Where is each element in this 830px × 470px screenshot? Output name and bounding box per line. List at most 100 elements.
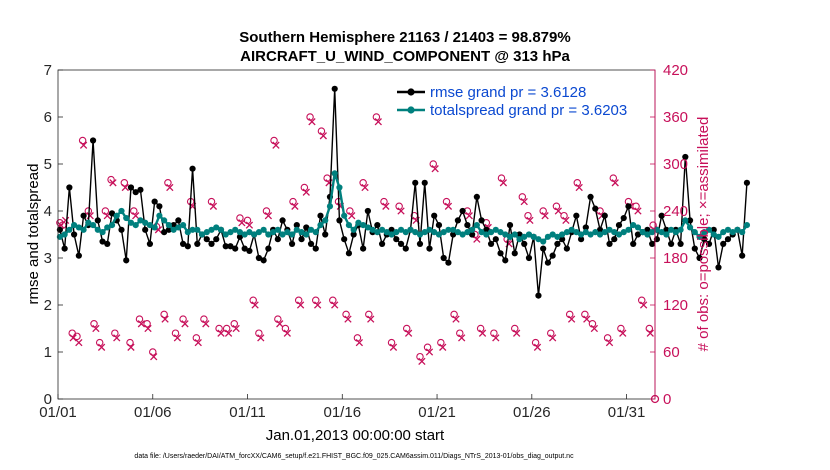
obs-assimilated-marker (217, 329, 225, 337)
obs-assimilated-marker (194, 338, 202, 347)
series-point-rmse (521, 240, 528, 247)
series-point-rmse (431, 212, 438, 219)
series-point-totalspread (682, 217, 689, 224)
series-point-rmse (445, 259, 452, 266)
series-point-totalspread (393, 229, 400, 236)
obs-possible-marker (107, 175, 115, 184)
series-point-totalspread (412, 229, 419, 236)
series-point-totalspread (89, 222, 97, 229)
series-point-rmse (80, 212, 87, 219)
obs-assimilated-marker (583, 315, 591, 323)
series-point-totalspread (198, 231, 206, 238)
obs-assimilated-marker (418, 357, 426, 366)
series-point-totalspread (378, 226, 386, 233)
series-point-totalspread (236, 229, 244, 236)
obs-assimilated-stroke (452, 315, 460, 323)
series-point-totalspread (364, 224, 371, 231)
series-point-rmse (208, 240, 215, 247)
obs-assimilated-marker (541, 212, 549, 220)
obs-assimilated-stroke (431, 165, 439, 173)
series-point-rmse (644, 226, 651, 233)
obs-assimilated-marker (161, 315, 169, 323)
series-point-totalspread (317, 222, 324, 229)
series-point-totalspread (265, 231, 272, 238)
series-point-rmse (402, 245, 409, 252)
obs-assimilated-marker (499, 179, 508, 187)
series-point-rmse (189, 165, 196, 172)
series-point-totalspread (61, 231, 68, 238)
obs-assimilated-stroke (272, 141, 280, 149)
obs-assimilated-stroke (439, 343, 447, 351)
y-tick-label: 5 (44, 156, 52, 173)
obs-assimilated-marker (238, 219, 246, 227)
x-tick-label: 01/31 (608, 404, 646, 421)
obs-assimilated-stroke (69, 334, 77, 342)
footnote-data-file: data file: /Users/raeder/DAI/ATM_forcXX/… (134, 453, 574, 460)
y-axis-label: rmse and totalspread (25, 164, 42, 305)
x-tick-label: 01/06 (134, 404, 172, 421)
obs-assimilated-stroke (202, 320, 210, 328)
series-point-rmse (549, 252, 556, 259)
obs-assimilated-stroke (209, 202, 218, 210)
series-point-rmse (378, 240, 386, 247)
series-point-totalspread (625, 226, 632, 233)
series-point-rmse (634, 231, 642, 238)
series-point-totalspread (127, 219, 135, 226)
series-point-totalspread (222, 231, 229, 238)
obs-assimilated-marker (251, 301, 259, 309)
series-point-rmse (184, 243, 191, 250)
series-point-totalspread (270, 229, 277, 236)
series-point-totalspread (658, 229, 665, 236)
series-point-totalspread (691, 229, 698, 236)
series-point-rmse (127, 184, 135, 191)
obs-assimilated-marker (492, 334, 500, 342)
series-point-totalspread (686, 224, 694, 231)
series-point-totalspread (464, 229, 471, 236)
obs-assimilated-marker (97, 343, 106, 351)
series-point-rmse (156, 203, 163, 210)
series-point-rmse (506, 222, 514, 229)
series-point-totalspread (132, 222, 139, 229)
y-tick-label: 4 (44, 203, 52, 220)
x-tick-label: 01/16 (324, 404, 362, 421)
obs-assimilated-marker (137, 320, 146, 328)
obs-assimilated-marker (272, 141, 280, 149)
series-point-totalspread (478, 229, 485, 236)
series-point-rmse (582, 224, 589, 231)
series-point-rmse (222, 243, 229, 250)
y-right-tick-label: 180 (663, 250, 688, 267)
obs-assimilated-stroke (291, 202, 299, 210)
obs-assimilated-stroke (245, 221, 254, 229)
y-tick-label: 0 (44, 391, 52, 408)
series-point-totalspread (241, 231, 248, 238)
series-point-rmse (393, 236, 400, 243)
obs-assimilated-stroke (109, 179, 117, 187)
series-point-rmse (364, 207, 371, 215)
series-point-rmse (440, 254, 447, 262)
series-point-totalspread (521, 233, 528, 240)
series-point-rmse (336, 217, 343, 224)
series-point-rmse (388, 226, 395, 233)
obs-assimilated-stroke (611, 179, 619, 187)
obs-assimilated-stroke (634, 207, 642, 215)
series-point-totalspread (336, 184, 343, 191)
obs-assimilated-stroke (562, 216, 570, 225)
obs-assimilated-marker (605, 338, 614, 347)
series-point-totalspread (246, 229, 253, 236)
series-point-rmse (478, 217, 485, 224)
obs-assimilated-marker (257, 334, 265, 342)
obs-assimilated-marker (554, 207, 563, 215)
series-point-totalspread (459, 231, 466, 238)
series-point-rmse (601, 212, 608, 219)
y-right-tick-label: 60 (663, 344, 680, 361)
series-point-rmse (454, 217, 461, 224)
obs-assimilated-marker (209, 202, 218, 210)
series-point-totalspread (544, 233, 552, 240)
series-point-rmse (625, 203, 632, 210)
obs-assimilated-marker (132, 212, 140, 220)
series-point-totalspread (369, 226, 376, 233)
obs-assimilated-marker (232, 324, 240, 333)
obs-assimilated-stroke (121, 183, 129, 192)
legend-marker-totalspread (407, 106, 415, 114)
